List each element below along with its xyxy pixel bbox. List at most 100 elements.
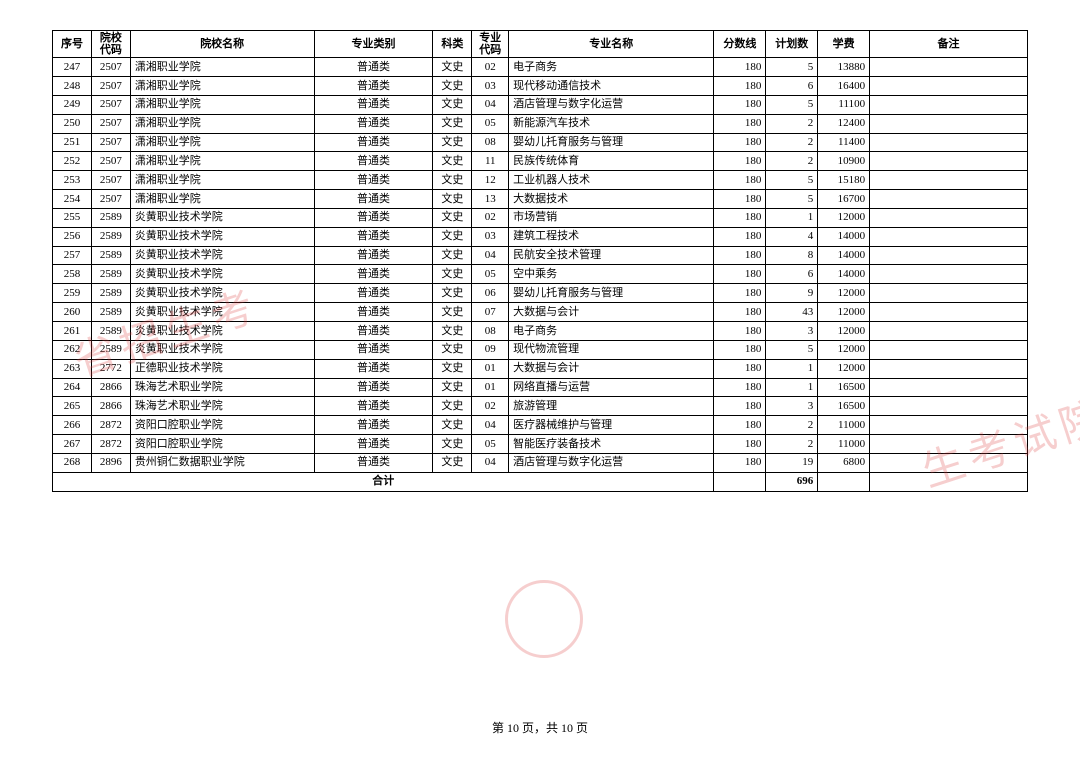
- cell-fee: 11100: [818, 95, 870, 114]
- cell-plan: 43: [766, 303, 818, 322]
- cell-code: 2507: [91, 58, 130, 77]
- cell-school: 资阳口腔职业学院: [130, 435, 314, 454]
- cell-mcode: 01: [472, 378, 509, 397]
- cell-fee: 16400: [818, 77, 870, 96]
- cell-fee: 13880: [818, 58, 870, 77]
- cell-seq: 248: [53, 77, 92, 96]
- table-row: 2662872资阳口腔职业学院普通类文史04医疗器械维护与管理180211000: [53, 416, 1028, 435]
- total-blank-fee: [818, 472, 870, 491]
- cell-code: 2866: [91, 378, 130, 397]
- cell-note: [870, 435, 1028, 454]
- cell-fee: 16700: [818, 190, 870, 209]
- cell-school: 贵州铜仁数据职业学院: [130, 453, 314, 472]
- cell-code: 2589: [91, 303, 130, 322]
- col-header-seq: 序号: [53, 31, 92, 58]
- cell-seq: 267: [53, 435, 92, 454]
- cell-score: 180: [714, 58, 766, 77]
- cell-mcode: 12: [472, 171, 509, 190]
- cell-score: 180: [714, 77, 766, 96]
- cell-ptype: 普通类: [314, 246, 433, 265]
- cell-mcode: 02: [472, 397, 509, 416]
- cell-note: [870, 416, 1028, 435]
- cell-mcode: 04: [472, 95, 509, 114]
- cell-ptype: 普通类: [314, 284, 433, 303]
- data-table: 序号院校代码院校名称专业类别科类专业代码专业名称分数线计划数学费备注 24725…: [52, 30, 1028, 492]
- table-row: 2542507潇湘职业学院普通类文史13大数据技术180516700: [53, 190, 1028, 209]
- cell-fee: 12000: [818, 359, 870, 378]
- cell-seq: 263: [53, 359, 92, 378]
- cell-fee: 16500: [818, 397, 870, 416]
- cell-seq: 258: [53, 265, 92, 284]
- cell-fee: 14000: [818, 227, 870, 246]
- cell-major: 智能医疗装备技术: [509, 435, 714, 454]
- cell-ptype: 普通类: [314, 58, 433, 77]
- cell-ptype: 普通类: [314, 227, 433, 246]
- cell-note: [870, 208, 1028, 227]
- cell-ptype: 普通类: [314, 303, 433, 322]
- cell-mcode: 11: [472, 152, 509, 171]
- cell-note: [870, 152, 1028, 171]
- table-row: 2532507潇湘职业学院普通类文史12工业机器人技术180515180: [53, 171, 1028, 190]
- cell-note: [870, 133, 1028, 152]
- cell-score: 180: [714, 435, 766, 454]
- cell-ptype: 普通类: [314, 397, 433, 416]
- cell-major: 电子商务: [509, 58, 714, 77]
- cell-seq: 250: [53, 114, 92, 133]
- cell-mcode: 08: [472, 133, 509, 152]
- cell-ptype: 普通类: [314, 95, 433, 114]
- cell-ptype: 普通类: [314, 435, 433, 454]
- cell-cat: 文史: [433, 284, 472, 303]
- col-header-ptype: 专业类别: [314, 31, 433, 58]
- cell-ptype: 普通类: [314, 77, 433, 96]
- cell-score: 180: [714, 322, 766, 341]
- cell-seq: 252: [53, 152, 92, 171]
- cell-note: [870, 77, 1028, 96]
- cell-cat: 文史: [433, 378, 472, 397]
- cell-mcode: 05: [472, 265, 509, 284]
- cell-seq: 255: [53, 208, 92, 227]
- cell-major: 电子商务: [509, 322, 714, 341]
- cell-major: 民族传统体育: [509, 152, 714, 171]
- cell-note: [870, 190, 1028, 209]
- cell-fee: 12400: [818, 114, 870, 133]
- cell-school: 潇湘职业学院: [130, 171, 314, 190]
- cell-plan: 19: [766, 453, 818, 472]
- cell-major: 新能源汽车技术: [509, 114, 714, 133]
- cell-school: 炎黄职业技术学院: [130, 340, 314, 359]
- cell-school: 资阳口腔职业学院: [130, 416, 314, 435]
- col-header-score: 分数线: [714, 31, 766, 58]
- cell-score: 180: [714, 378, 766, 397]
- cell-cat: 文史: [433, 77, 472, 96]
- cell-score: 180: [714, 265, 766, 284]
- table-row: 2602589炎黄职业技术学院普通类文史07大数据与会计1804312000: [53, 303, 1028, 322]
- total-blank-note: [870, 472, 1028, 491]
- table-row: 2492507潇湘职业学院普通类文史04酒店管理与数字化运营180511100: [53, 95, 1028, 114]
- col-header-mcode: 专业代码: [472, 31, 509, 58]
- cell-major: 民航安全技术管理: [509, 246, 714, 265]
- cell-cat: 文史: [433, 133, 472, 152]
- table-row: 2652866珠海艺术职业学院普通类文史02旅游管理180316500: [53, 397, 1028, 416]
- cell-school: 潇湘职业学院: [130, 77, 314, 96]
- cell-plan: 1: [766, 359, 818, 378]
- cell-score: 180: [714, 227, 766, 246]
- cell-mcode: 06: [472, 284, 509, 303]
- cell-score: 180: [714, 340, 766, 359]
- stamp-circle: [505, 580, 583, 658]
- cell-school: 炎黄职业技术学院: [130, 208, 314, 227]
- cell-cat: 文史: [433, 58, 472, 77]
- table-row: 2562589炎黄职业技术学院普通类文史03建筑工程技术180414000: [53, 227, 1028, 246]
- cell-score: 180: [714, 190, 766, 209]
- cell-fee: 6800: [818, 453, 870, 472]
- cell-note: [870, 303, 1028, 322]
- table-row: 2522507潇湘职业学院普通类文史11民族传统体育180210900: [53, 152, 1028, 171]
- cell-seq: 251: [53, 133, 92, 152]
- cell-score: 180: [714, 171, 766, 190]
- cell-mcode: 05: [472, 435, 509, 454]
- table-row: 2552589炎黄职业技术学院普通类文史02市场营销180112000: [53, 208, 1028, 227]
- cell-cat: 文史: [433, 359, 472, 378]
- table-row: 2512507潇湘职业学院普通类文史08婴幼儿托育服务与管理180211400: [53, 133, 1028, 152]
- cell-seq: 247: [53, 58, 92, 77]
- cell-major: 大数据与会计: [509, 303, 714, 322]
- cell-school: 炎黄职业技术学院: [130, 246, 314, 265]
- cell-seq: 265: [53, 397, 92, 416]
